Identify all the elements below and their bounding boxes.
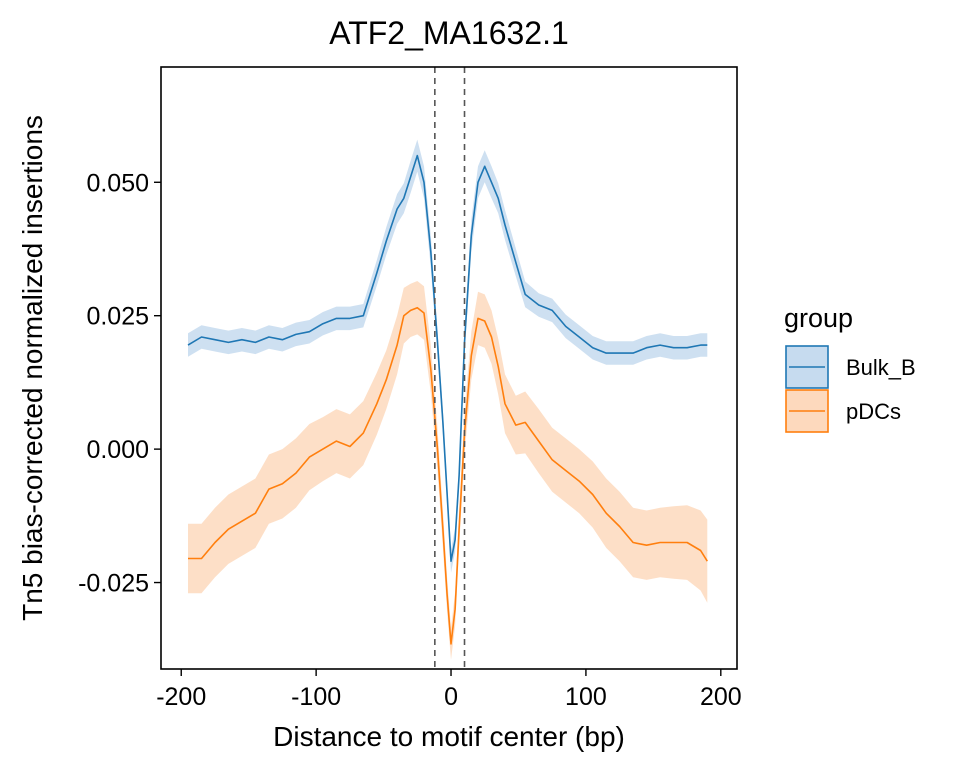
y-tick-label: 0.000 [86,436,149,464]
x-tick-label: 100 [565,683,607,711]
y-tick-label: -0.025 [78,570,149,598]
y-axis-title: Tn5 bias-corrected normalized insertions [17,115,48,621]
legend-label-pdcs: pDCs [846,399,901,424]
chart-title: ATF2_MA1632.1 [329,15,569,51]
y-tick-label: 0.025 [86,303,149,331]
plot-area [187,67,708,669]
series-line-pdcs [188,306,708,645]
x-tick-label: -100 [291,683,341,711]
x-tick-label: 200 [700,683,742,711]
x-axis-title: Distance to motif center (bp) [273,721,625,752]
plot-border [160,66,738,670]
ribbon-pdcs [188,281,708,660]
axes: -200 -100 0 100 200 -0.025 0.000 0.025 0.050 [78,66,742,711]
legend-label-bulk-b: Bulk_B [846,355,916,380]
x-tick-label: 0 [444,683,458,711]
x-tick-label: -200 [156,683,206,711]
legend-title: group [784,303,853,333]
series-line-bulk-b [187,154,708,562]
legend: group Bulk_B pDCs [784,303,916,433]
ribbon-bulk-b [188,139,708,573]
y-tick-label: 0.050 [86,169,149,197]
